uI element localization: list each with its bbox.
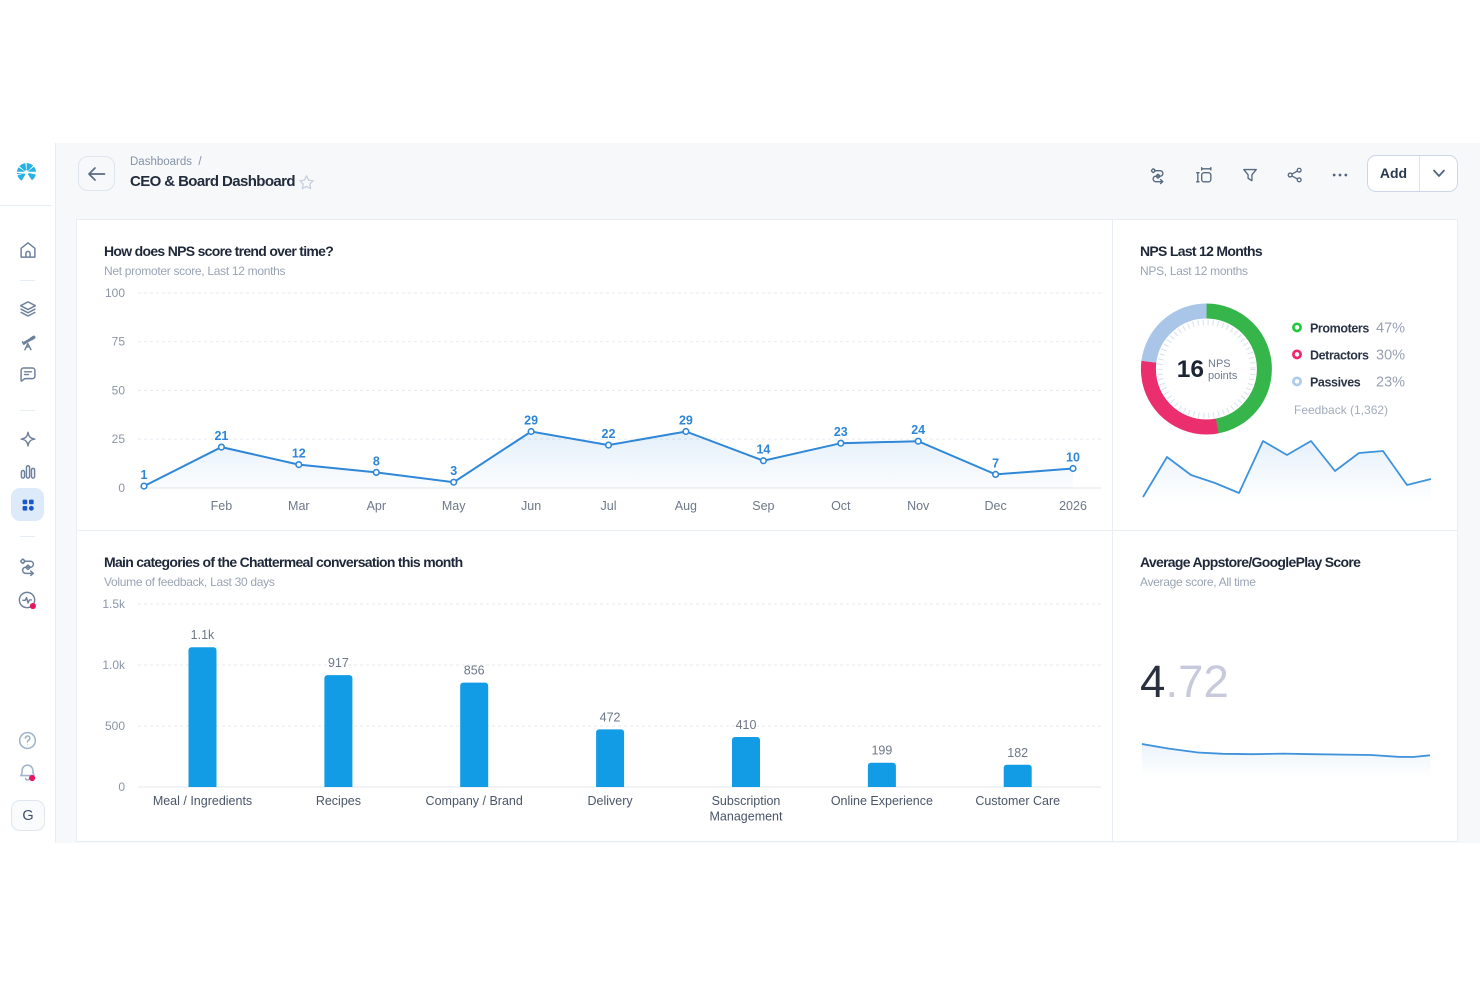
svg-text:21: 21 [214, 429, 228, 443]
svg-text:0: 0 [118, 481, 125, 495]
svg-text:1.0k: 1.0k [102, 658, 126, 672]
svg-text:917: 917 [328, 656, 349, 670]
svg-text:0: 0 [118, 780, 125, 794]
svg-text:10: 10 [1066, 451, 1080, 465]
svg-text:Jul: Jul [601, 499, 617, 513]
svg-text:410: 410 [736, 718, 757, 732]
svg-text:Passives: Passives [1310, 375, 1361, 389]
svg-text:50: 50 [112, 383, 126, 397]
svg-text:500: 500 [105, 719, 125, 733]
svg-text:NPS: NPS [1208, 358, 1231, 370]
svg-text:182: 182 [1007, 746, 1028, 760]
svg-text:2026: 2026 [1059, 499, 1087, 513]
svg-text:Sep: Sep [752, 499, 774, 513]
svg-text:47%: 47% [1376, 320, 1405, 336]
svg-text:Dec: Dec [984, 499, 1006, 513]
svg-text:25: 25 [112, 432, 126, 446]
svg-text:22: 22 [602, 427, 616, 441]
svg-text:1: 1 [141, 468, 148, 482]
svg-text:Aug: Aug [675, 499, 697, 513]
svg-text:Jun: Jun [521, 499, 541, 513]
svg-text:Mar: Mar [288, 499, 310, 513]
svg-text:75: 75 [112, 335, 126, 349]
svg-text:Feedback (1,362): Feedback (1,362) [1294, 403, 1388, 417]
svg-text:May: May [442, 499, 466, 513]
svg-text:16: 16 [1177, 356, 1204, 383]
svg-text:3: 3 [450, 464, 457, 478]
svg-text:30%: 30% [1376, 347, 1405, 363]
svg-text:Promoters: Promoters [1310, 321, 1369, 335]
svg-text:Online Experience: Online Experience [831, 794, 933, 808]
svg-text:Recipes: Recipes [316, 794, 361, 808]
svg-text:856: 856 [464, 664, 485, 678]
svg-text:8: 8 [373, 454, 380, 468]
svg-text:12: 12 [292, 447, 306, 461]
svg-text:Delivery: Delivery [588, 794, 634, 808]
svg-text:24: 24 [911, 423, 925, 437]
svg-text:7: 7 [992, 456, 999, 470]
svg-text:Meal / Ingredients: Meal / Ingredients [153, 794, 252, 808]
svg-text:1.1k: 1.1k [191, 628, 215, 642]
svg-text:.72: .72 [1166, 656, 1229, 707]
svg-text:Feb: Feb [211, 499, 233, 513]
svg-text:29: 29 [679, 414, 693, 428]
svg-text:Subscription: Subscription [712, 794, 781, 808]
svg-text:points: points [1208, 370, 1238, 382]
svg-text:23: 23 [834, 425, 848, 439]
svg-text:Detractors: Detractors [1310, 348, 1369, 362]
svg-text:Company / Brand: Company / Brand [426, 794, 523, 808]
svg-text:23%: 23% [1376, 374, 1405, 390]
svg-text:199: 199 [871, 744, 892, 758]
svg-text:100: 100 [105, 286, 125, 300]
svg-text:Apr: Apr [367, 499, 386, 513]
svg-text:1.5k: 1.5k [102, 597, 126, 611]
svg-text:14: 14 [756, 443, 770, 457]
svg-text:Management: Management [710, 810, 783, 824]
svg-text:4: 4 [1140, 656, 1165, 707]
svg-text:472: 472 [600, 710, 621, 724]
svg-text:Customer Care: Customer Care [975, 794, 1060, 808]
svg-text:29: 29 [524, 414, 538, 428]
svg-text:Oct: Oct [831, 499, 851, 513]
svg-text:Nov: Nov [907, 499, 930, 513]
